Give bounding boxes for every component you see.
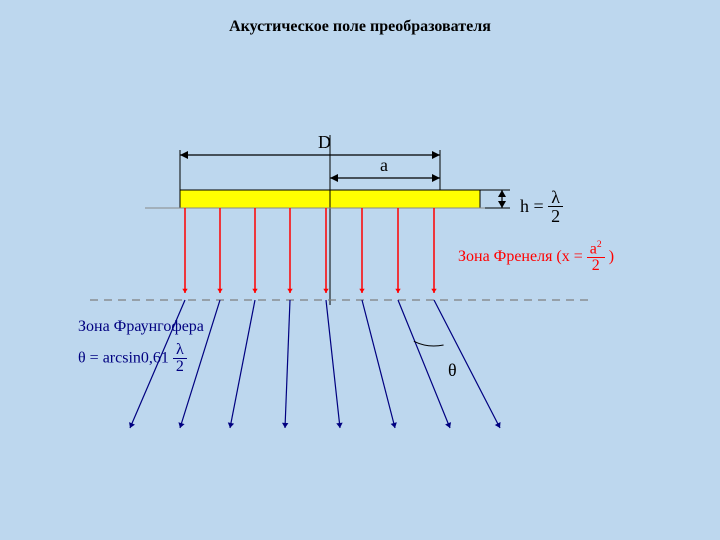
fraunhofer-formula-prefix: θ = arcsin0,61 bbox=[78, 350, 169, 367]
dim-D: D bbox=[318, 132, 331, 153]
h-formula: h = λ 2 bbox=[520, 188, 563, 225]
theta-symbol: θ bbox=[448, 360, 457, 380]
theta-label: θ bbox=[448, 360, 457, 381]
page-title: Акустическое поле преобразователя bbox=[0, 18, 720, 36]
h-eq-text: h = bbox=[520, 196, 544, 216]
dim-D-label: D bbox=[318, 132, 331, 152]
dim-a: a bbox=[380, 155, 388, 176]
fraunhofer-title: Зона Фраунгофера bbox=[78, 318, 204, 336]
fresnel-prefix: Зона Френеля (x = bbox=[458, 248, 587, 265]
fraunhofer-zone-label: Зона Фраунгофера θ = arcsin0,61 λ 2 bbox=[78, 318, 204, 375]
dim-a-label: a bbox=[380, 155, 388, 175]
fresnel-zone-label: Зона Френеля (x = a2 2 ) bbox=[458, 240, 614, 274]
